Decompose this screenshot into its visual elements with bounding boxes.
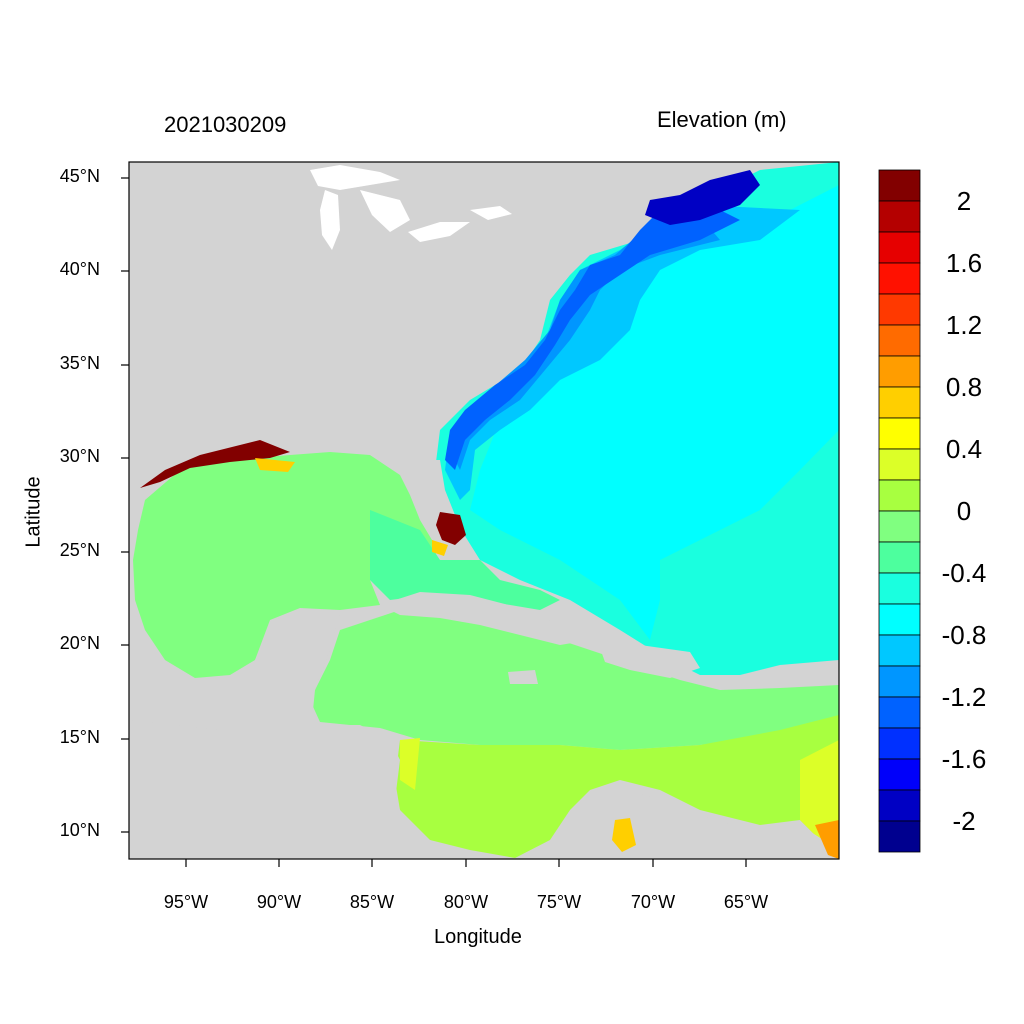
- lake-erie: [408, 222, 470, 242]
- shelf-deep-blue: [445, 200, 740, 470]
- colorbar-swatch: [878, 479, 921, 512]
- colorbar-swatch: [878, 603, 921, 636]
- colorbar-swatch: [878, 541, 921, 574]
- lon-tick-label: 90°W: [256, 892, 302, 912]
- colorbar: [878, 169, 921, 853]
- colorbar-swatch: [878, 727, 921, 760]
- lon-tick-label: 65°W: [723, 892, 769, 912]
- jamaica: [508, 670, 538, 684]
- colorbar-swatch: [878, 634, 921, 667]
- colorbar-swatch: [878, 758, 921, 791]
- colorbar-swatch: [878, 417, 921, 450]
- colorbar-swatch: [878, 324, 921, 357]
- lat-tick-label: 10°N: [59, 820, 100, 840]
- colorbar-tick-label: -0.8: [941, 620, 987, 650]
- lat-tick-label: 30°N: [59, 446, 100, 466]
- colorbar-swatch: [878, 789, 921, 822]
- map-plot-area: [129, 162, 839, 859]
- yucatan: [240, 612, 340, 720]
- colorbar-swatch: [878, 169, 921, 202]
- caribbean-west-yellow: [400, 738, 420, 790]
- colorbar-tick-label: 2: [956, 186, 972, 216]
- lat-tick-label: 25°N: [59, 540, 100, 560]
- caribbean-sea: [310, 610, 839, 750]
- colorbar-swatch: [878, 262, 921, 295]
- hispaniola: [600, 645, 700, 678]
- colorbar-swatch: [878, 293, 921, 326]
- colorbar-swatch: [878, 231, 921, 264]
- date-label: 2021030209: [164, 112, 287, 137]
- gulf-coast-surge: [140, 440, 290, 488]
- lake-maracaibo: [612, 818, 636, 852]
- colorbar-tick-label: 0.4: [945, 434, 983, 464]
- colorbar-swatch: [878, 696, 921, 729]
- florida-bay: [432, 540, 448, 556]
- atlantic-east-band: [660, 430, 839, 610]
- cuba: [380, 592, 590, 645]
- lake-superior: [310, 165, 400, 190]
- colorbar-swatch: [878, 665, 921, 698]
- axis-ticks: [121, 177, 747, 867]
- lake-michigan: [320, 190, 340, 250]
- caribbean-south: [395, 715, 839, 859]
- colorbar-swatch: [878, 820, 921, 853]
- colorbar-swatch: [878, 572, 921, 605]
- colorbar-tick-label: 0.8: [945, 372, 983, 402]
- south-florida-surge: [436, 512, 466, 545]
- mobile-bay: [255, 458, 295, 472]
- trinidad-orange: [815, 820, 839, 859]
- colorbar-tick-label: -1.2: [941, 682, 987, 712]
- plot-frame: [128, 161, 840, 860]
- lon-tick-label: 70°W: [630, 892, 676, 912]
- lat-tick-label: 35°N: [59, 353, 100, 373]
- lake-huron: [360, 190, 410, 232]
- florida-straits: [370, 510, 560, 610]
- colorbar-tick-label: -2: [952, 806, 976, 836]
- puerto-rico: [705, 676, 735, 684]
- y-axis-title: Latitude: [22, 476, 45, 548]
- lon-tick-label: 95°W: [163, 892, 209, 912]
- colorbar-swatch: [878, 200, 921, 233]
- colorbar-swatch: [878, 355, 921, 388]
- lat-tick-label: 20°N: [59, 633, 100, 653]
- colorbar-swatch: [878, 386, 921, 419]
- lat-tick-label: 15°N: [59, 727, 100, 747]
- lon-tick-label: 80°W: [443, 892, 489, 912]
- gulf-of-mexico: [133, 452, 440, 678]
- colorbar-swatch: [878, 448, 921, 481]
- colorbar-tick-label: -0.4: [941, 558, 987, 588]
- lon-tick-label: 85°W: [349, 892, 395, 912]
- colorbar-swatch: [878, 510, 921, 543]
- colorbar-tick-label: -1.6: [941, 744, 987, 774]
- units-label: Elevation (m): [657, 107, 787, 132]
- x-axis-title: Longitude: [434, 926, 522, 948]
- colorbar-tick-label: 1.2: [945, 310, 983, 340]
- lat-tick-label: 45°N: [59, 166, 100, 186]
- lake-ontario: [470, 206, 512, 220]
- colorbar-tick-label: 1.6: [945, 248, 983, 278]
- gulf-of-maine: [645, 170, 760, 225]
- lon-tick-label: 75°W: [536, 892, 582, 912]
- central-america: [129, 720, 470, 859]
- lat-tick-label: 40°N: [59, 259, 100, 279]
- colorbar-tick-label: 0: [956, 496, 972, 526]
